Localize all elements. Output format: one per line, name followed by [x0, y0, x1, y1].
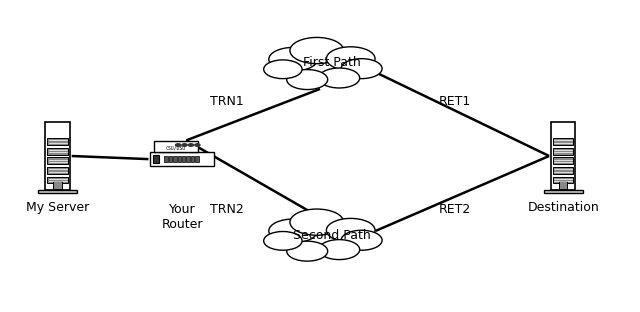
Circle shape [188, 144, 193, 146]
Circle shape [290, 209, 344, 235]
Circle shape [326, 47, 375, 71]
Ellipse shape [268, 48, 380, 86]
FancyBboxPatch shape [553, 138, 573, 145]
Circle shape [319, 240, 360, 260]
FancyBboxPatch shape [153, 155, 159, 163]
Text: CSU/DSU: CSU/DSU [166, 145, 186, 150]
Text: RET2: RET2 [438, 202, 470, 216]
FancyBboxPatch shape [173, 156, 177, 162]
FancyBboxPatch shape [150, 152, 214, 166]
FancyBboxPatch shape [178, 156, 181, 162]
Text: Your
Router: Your Router [162, 203, 203, 231]
Circle shape [175, 144, 180, 146]
FancyBboxPatch shape [164, 156, 168, 162]
Circle shape [287, 241, 328, 261]
FancyBboxPatch shape [53, 181, 62, 189]
Text: Second Path: Second Path [292, 229, 371, 242]
Circle shape [326, 218, 375, 242]
Circle shape [341, 230, 382, 250]
FancyBboxPatch shape [154, 141, 198, 152]
FancyBboxPatch shape [553, 177, 573, 183]
FancyBboxPatch shape [47, 148, 68, 155]
Text: First Path: First Path [303, 56, 360, 69]
FancyBboxPatch shape [195, 156, 198, 162]
FancyBboxPatch shape [553, 157, 573, 164]
Circle shape [269, 219, 317, 243]
FancyBboxPatch shape [186, 156, 190, 162]
FancyBboxPatch shape [553, 148, 573, 155]
Circle shape [264, 232, 302, 250]
Text: RET1: RET1 [438, 95, 470, 108]
FancyBboxPatch shape [38, 190, 77, 193]
Circle shape [182, 144, 187, 146]
FancyBboxPatch shape [553, 167, 573, 174]
Ellipse shape [268, 220, 380, 257]
Circle shape [319, 68, 360, 88]
Circle shape [195, 144, 200, 146]
Circle shape [287, 70, 328, 90]
Text: TRN2: TRN2 [211, 202, 244, 216]
FancyBboxPatch shape [47, 177, 68, 183]
FancyBboxPatch shape [182, 156, 186, 162]
FancyBboxPatch shape [544, 190, 582, 193]
Text: My Server: My Server [26, 201, 89, 214]
Text: Destination: Destination [527, 201, 599, 214]
FancyBboxPatch shape [559, 181, 568, 189]
FancyBboxPatch shape [551, 122, 575, 190]
Text: TRN1: TRN1 [211, 95, 244, 108]
Circle shape [264, 60, 302, 79]
FancyBboxPatch shape [45, 122, 70, 190]
FancyBboxPatch shape [47, 138, 68, 145]
FancyBboxPatch shape [191, 156, 194, 162]
Circle shape [269, 47, 317, 71]
FancyBboxPatch shape [47, 157, 68, 164]
FancyBboxPatch shape [169, 156, 172, 162]
FancyBboxPatch shape [47, 167, 68, 174]
Circle shape [341, 59, 382, 79]
Circle shape [290, 37, 344, 64]
